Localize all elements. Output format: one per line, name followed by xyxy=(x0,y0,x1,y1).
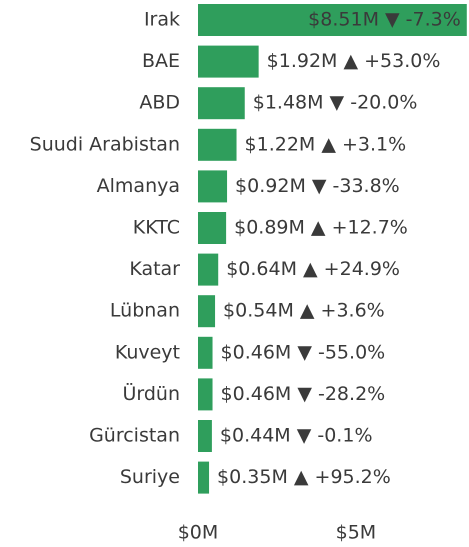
y-tick-label: Almanya xyxy=(97,175,180,197)
data-label: $1.48M ▼ -20.0% xyxy=(253,92,418,114)
bar xyxy=(198,461,210,494)
data-label: $0.44M ▼ -0.1% xyxy=(220,425,373,447)
data-label: $0.64M ▲ +24.9% xyxy=(226,258,400,280)
bar xyxy=(198,212,227,244)
bar xyxy=(198,4,467,36)
data-label: $0.46M ▼ -28.2% xyxy=(221,383,386,405)
bar xyxy=(198,170,228,203)
x-tick-label: $0M xyxy=(178,522,219,544)
bar xyxy=(198,128,237,161)
y-tick-label: KKTC xyxy=(133,217,180,239)
bar xyxy=(198,336,213,369)
data-label: $1.92M ▲ +53.0% xyxy=(267,50,441,72)
y-tick-label: ABD xyxy=(139,92,180,114)
data-label: $0.89M ▲ +12.7% xyxy=(234,217,408,239)
data-label: $1.22M ▲ +3.1% xyxy=(245,133,407,155)
bar xyxy=(198,87,245,120)
y-tick-label: Katar xyxy=(129,258,180,280)
data-label: $0.46M ▼ -55.0% xyxy=(221,341,386,363)
data-label: $0.35M ▲ +95.2% xyxy=(217,466,391,488)
y-tick-label: Lübnan xyxy=(110,300,180,322)
x-tick-label: $5M xyxy=(336,522,377,544)
bar xyxy=(198,420,212,452)
data-label: $0.92M ▼ -33.8% xyxy=(235,175,400,197)
bar xyxy=(198,378,213,411)
y-tick-label: Suudi Arabistan xyxy=(30,133,180,155)
y-tick-label: Ürdün xyxy=(122,382,180,405)
y-tick-label: BAE xyxy=(142,50,180,72)
data-label: $0.54M ▲ +3.6% xyxy=(223,300,385,322)
bar xyxy=(198,295,216,328)
y-tick-label: Kuveyt xyxy=(115,341,180,363)
bar xyxy=(198,45,259,78)
y-tick-label: Irak xyxy=(144,9,180,31)
y-tick-label: Gürcistan xyxy=(89,425,180,447)
bar xyxy=(198,253,219,286)
y-tick-label: Suriye xyxy=(120,466,180,488)
data-label: $8.51M ▼ -7.3% xyxy=(308,9,461,31)
